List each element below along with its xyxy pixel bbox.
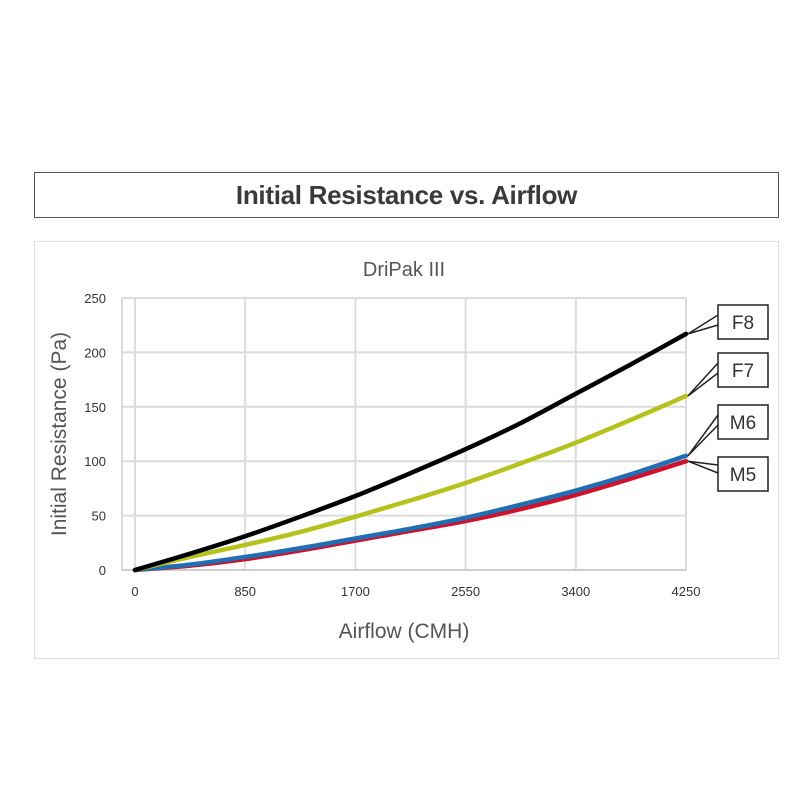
legend-callout-m5: M5 — [687, 456, 769, 492]
series-line-f7 — [132, 393, 689, 573]
y-tick-label: 50 — [92, 509, 106, 524]
x-tick-label: 2550 — [451, 584, 480, 599]
legend-callout-box — [717, 304, 769, 340]
legend-label: F7 — [732, 361, 754, 382]
chart-panel — [34, 241, 779, 659]
y-axis-label: Initial Resistance (Pa) — [48, 332, 71, 536]
legend-callout-f7: F7 — [687, 352, 769, 397]
y-tick-label: 150 — [84, 400, 106, 415]
y-tick-labels: 0 50 100 150 200 250 — [84, 291, 106, 578]
x-tick-label: 0 — [131, 584, 138, 599]
x-tick-label: 4250 — [672, 584, 701, 599]
y-tick-label: 250 — [84, 291, 106, 306]
chart-header-title: Initial Resistance vs. Airflow — [235, 179, 578, 210]
legend-callout-pointer — [687, 460, 719, 474]
legend-callout-box — [717, 404, 769, 440]
chart-header-box: Initial Resistance vs. Airflow — [34, 172, 779, 218]
x-tick-label: 1700 — [341, 584, 370, 599]
legend-callout-pointer — [687, 414, 719, 457]
series-line-m6 — [132, 453, 689, 573]
legend-callout-box — [717, 456, 769, 492]
y-tick-label: 200 — [84, 345, 106, 360]
x-tick-label: 3400 — [561, 584, 590, 599]
legend-label: M5 — [730, 465, 756, 486]
y-tick-label: 100 — [84, 454, 106, 469]
legend-label: F8 — [732, 313, 754, 334]
legend-callout-pointer — [687, 362, 719, 397]
legend-callouts: F8 F7 M6 M5 — [687, 304, 769, 492]
legend-callout-f8: F8 — [687, 304, 769, 340]
legend-label: M6 — [730, 413, 756, 434]
x-tick-labels: 0 850 1700 2550 3400 4250 — [131, 584, 700, 599]
legend-callout-m6: M6 — [687, 404, 769, 457]
x-axis-label: Airflow (CMH) — [339, 620, 470, 643]
grid-lines — [121, 297, 687, 571]
legend-callout-pointer — [687, 314, 719, 335]
series-line-f8 — [132, 331, 689, 573]
x-tick-label: 850 — [234, 584, 256, 599]
chart-subtitle: DriPak III — [363, 259, 445, 281]
series-lines — [132, 331, 689, 573]
legend-callout-box — [717, 352, 769, 388]
y-tick-label: 0 — [99, 563, 106, 578]
